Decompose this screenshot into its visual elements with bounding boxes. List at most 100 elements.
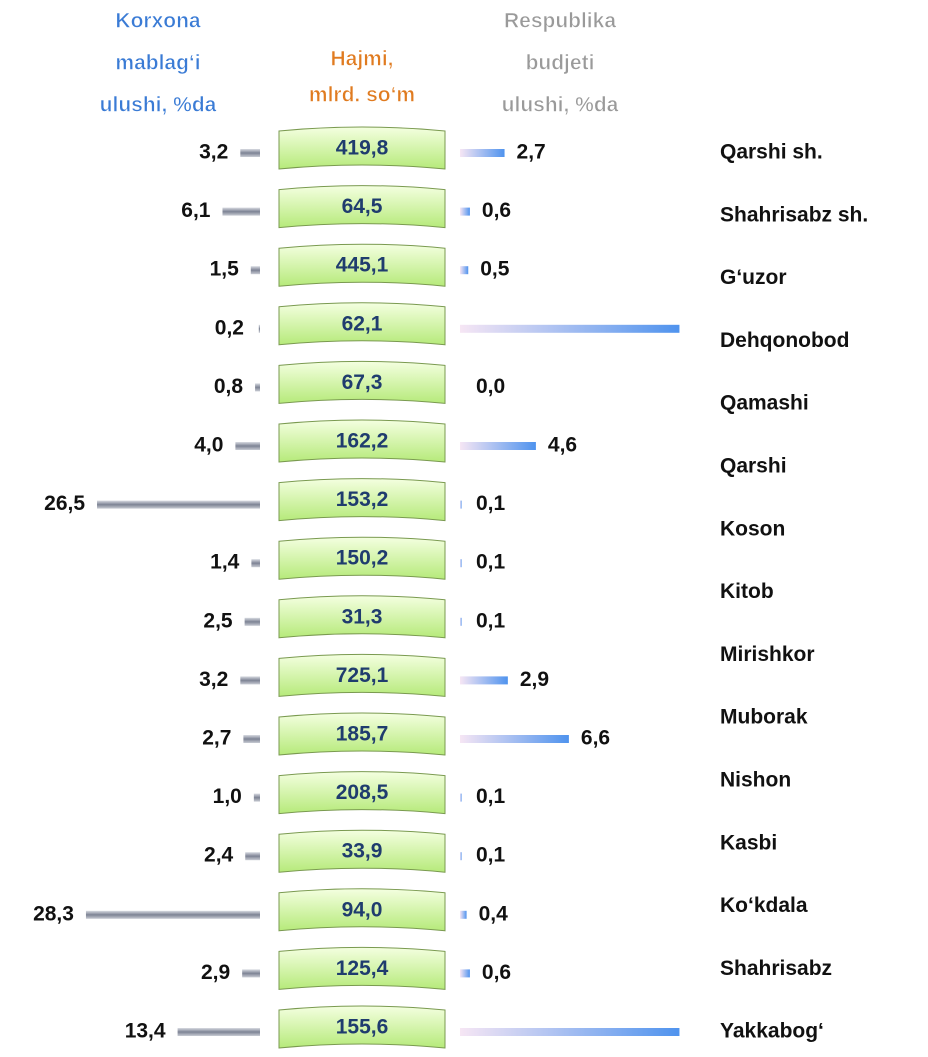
left-bar — [244, 617, 260, 626]
left-bar — [242, 969, 260, 978]
left-bar — [235, 442, 260, 450]
right-bar — [460, 324, 680, 333]
right-value-label: 6,6 — [581, 727, 610, 750]
right-value-label: 0,5 — [480, 258, 510, 281]
right-bar — [460, 910, 467, 919]
volume-label: 31,3 — [342, 605, 383, 628]
volume-label: 67,3 — [342, 371, 383, 394]
region-name: Kasbi — [720, 831, 777, 854]
left-value-label: 0,8 — [214, 375, 244, 398]
region-name: Dehqonobod — [720, 329, 849, 352]
right-bar — [460, 149, 505, 157]
right-value-label: 0,6 — [482, 199, 511, 222]
column-header: Hajmi, — [330, 48, 393, 71]
right-value-label: 0,1 — [476, 785, 506, 808]
volume-banner — [278, 946, 446, 990]
volume-label: 155,6 — [336, 1016, 389, 1039]
left-value-label: 4,0 — [194, 434, 223, 457]
volume-banner — [278, 1005, 446, 1049]
region-name: Qamashi — [720, 392, 809, 415]
column-header: budjeti — [526, 52, 595, 75]
column-header: Respublika — [504, 10, 616, 33]
left-bar — [240, 149, 260, 157]
right-bar — [460, 617, 462, 626]
volume-banner — [278, 712, 446, 756]
left-bar — [177, 1028, 260, 1036]
left-bar — [253, 793, 260, 802]
right-bar — [460, 266, 469, 275]
left-bar — [97, 500, 261, 509]
left-bar — [240, 676, 260, 685]
volume-label: 162,2 — [336, 430, 389, 453]
volume-label: 150,2 — [336, 547, 389, 570]
volume-label: 64,5 — [342, 195, 383, 218]
volume-label: 419,8 — [336, 137, 389, 160]
right-value-label: 2,9 — [520, 668, 549, 691]
right-value-label: 2,7 — [517, 141, 546, 164]
volume-banner — [278, 478, 446, 522]
right-value-label: 0,1 — [476, 609, 506, 632]
right-value-label: 0,1 — [476, 551, 506, 574]
right-bar — [460, 735, 569, 743]
region-name: Yakkabog‘ — [720, 1020, 824, 1043]
left-value-label: 3,2 — [199, 141, 228, 164]
left-bar — [255, 383, 260, 392]
right-value-label: 0,4 — [479, 902, 509, 925]
left-value-label: 1,0 — [213, 785, 242, 808]
right-value-label: 4,6 — [548, 434, 577, 457]
region-name: Koson — [720, 517, 785, 540]
volume-banner — [278, 829, 446, 873]
right-bar — [460, 559, 462, 568]
volume-banner — [278, 419, 446, 463]
volume-banner — [278, 243, 446, 287]
left-value-label: 26,5 — [44, 492, 85, 515]
left-bar — [222, 207, 260, 216]
left-bar — [245, 852, 260, 861]
region-name: Ko‘kdala — [720, 894, 808, 917]
volume-banner — [278, 653, 446, 697]
region-name: Qarshi — [720, 455, 787, 478]
column-header: ulushi, %da — [100, 94, 217, 117]
region-name: Qarshi sh. — [720, 141, 823, 164]
right-bar — [460, 442, 536, 450]
region-name: Muborak — [720, 706, 808, 729]
right-bar — [460, 969, 470, 978]
left-bar — [251, 559, 260, 568]
volume-label: 94,0 — [342, 898, 383, 921]
left-bar — [85, 910, 260, 919]
column-header: ulushi, %da — [502, 94, 619, 117]
volume-banner — [278, 185, 446, 229]
column-header: mablag‘i — [115, 52, 200, 75]
volume-banner — [278, 126, 446, 170]
volume-label: 62,1 — [342, 312, 383, 335]
volume-label: 125,4 — [336, 957, 389, 980]
region-name: Kitob — [720, 580, 774, 603]
volume-label: 33,9 — [342, 840, 383, 863]
region-name: Shahrisabz sh. — [720, 203, 868, 226]
left-bar — [250, 266, 260, 275]
right-bar — [460, 500, 462, 509]
left-value-label: 2,9 — [201, 961, 230, 984]
left-value-label: 28,3 — [33, 902, 74, 925]
right-value-label: 0,1 — [476, 844, 506, 867]
volume-label: 725,1 — [336, 664, 389, 687]
left-value-label: 3,2 — [199, 668, 228, 691]
right-value-label: 0,6 — [482, 961, 511, 984]
region-name: Shahrisabz — [720, 957, 832, 980]
volume-banner — [278, 595, 446, 639]
right-bar — [460, 1028, 680, 1036]
right-value-label: 0,1 — [476, 492, 506, 515]
column-header: mlrd. so‘m — [309, 84, 415, 107]
left-value-label: 6,1 — [181, 199, 211, 222]
volume-banner — [278, 536, 446, 580]
column-header: Korxona — [115, 10, 201, 33]
volume-banner — [278, 888, 446, 932]
volume-banner — [278, 360, 446, 404]
left-value-label: 13,4 — [125, 1020, 166, 1043]
left-value-label: 0,2 — [215, 316, 244, 339]
left-value-label: 2,5 — [203, 609, 233, 632]
region-name: G‘uzor — [720, 266, 787, 289]
right-bar — [460, 852, 462, 861]
volume-banner — [278, 771, 446, 815]
